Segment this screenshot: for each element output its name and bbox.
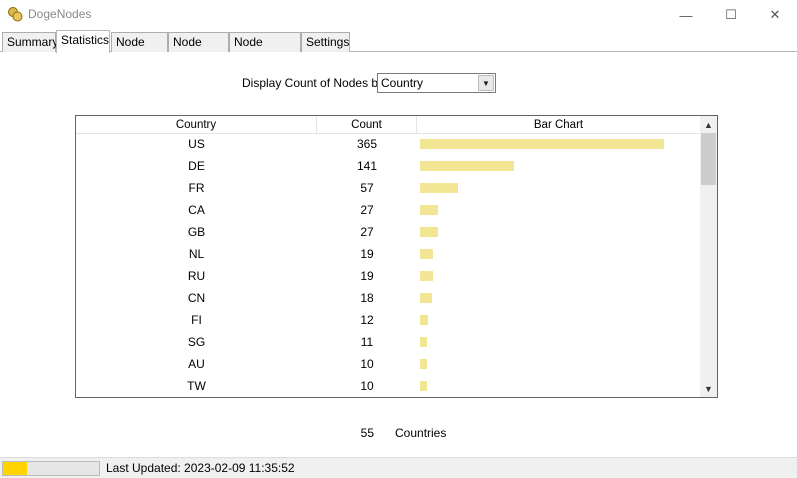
tab-statistics[interactable]: Statistics (56, 30, 110, 53)
country-cell: AU (188, 357, 205, 371)
table-row[interactable]: FR 57 (76, 178, 701, 200)
statistics-panel: Display Count of Nodes by Country ▼ Coun… (0, 52, 797, 457)
count-bar (420, 227, 439, 237)
table-row[interactable]: GB 27 (76, 222, 701, 244)
count-bar (420, 315, 429, 325)
count-bar (420, 205, 439, 215)
table-row[interactable]: CN 18 (76, 288, 701, 310)
country-total-label: Countries (395, 426, 447, 440)
country-cell: CA (188, 203, 205, 217)
last-updated-text: Last Updated: 2023-02-09 11:35:52 (106, 461, 295, 475)
maximize-icon: ☐ (725, 7, 737, 22)
close-button[interactable]: ✕ (752, 0, 797, 30)
country-cell: FI (191, 313, 202, 327)
count-cell: 10 (360, 379, 374, 393)
count-cell: 141 (356, 159, 378, 173)
count-cell: 57 (360, 181, 374, 195)
doge-coin-icon (8, 7, 23, 22)
maximize-button[interactable]: ☐ (708, 0, 754, 30)
chevron-down-icon[interactable]: ▼ (478, 75, 494, 91)
column-header-bar-chart[interactable]: Bar Chart (417, 116, 701, 134)
vertical-scrollbar[interactable]: ▲ ▼ (700, 116, 717, 397)
country-cell: NL (188, 247, 205, 261)
country-cell: SG (187, 335, 206, 349)
count-bar (420, 337, 428, 347)
count-bar (420, 249, 433, 259)
tab-node-map[interactable]: Node Map (168, 32, 229, 67)
tab-node-status[interactable]: Node Status (229, 32, 301, 67)
close-icon: ✕ (769, 7, 781, 22)
column-header-country[interactable]: Country (76, 116, 317, 134)
tab-node-list[interactable]: Node List (111, 32, 168, 67)
count-bar (420, 161, 515, 171)
count-bar (420, 183, 459, 193)
table-row[interactable]: US 365 (76, 134, 701, 156)
country-cell: TW (187, 379, 206, 393)
scroll-up-icon[interactable]: ▲ (700, 116, 717, 133)
country-cell: DE (188, 159, 205, 173)
country-cell: RU (187, 269, 206, 283)
count-cell: 27 (360, 203, 374, 217)
minimize-icon: — (679, 7, 693, 23)
count-cell: 365 (356, 137, 378, 151)
country-total-count: 55 (360, 426, 374, 440)
update-progress-bar (2, 461, 100, 476)
country-cell: US (188, 137, 205, 151)
count-bar (420, 271, 433, 281)
table-row[interactable]: RU 19 (76, 266, 701, 288)
count-cell: 12 (360, 313, 374, 327)
status-bar: Last Updated: 2023-02-09 11:35:52 (0, 457, 797, 478)
scroll-thumb[interactable] (701, 133, 716, 185)
window-title: DogeNodes (28, 7, 92, 21)
country-cell: FR (188, 181, 205, 195)
group-by-dropdown[interactable]: Country ▼ (377, 73, 496, 93)
tab-bar: Summary Statistics Node List Node Map No… (0, 30, 797, 67)
count-bar (420, 381, 427, 391)
count-bar (420, 139, 664, 149)
table-row[interactable]: TW 10 (76, 376, 701, 397)
group-by-selected-value: Country (381, 76, 424, 90)
table-row[interactable]: SG 11 (76, 332, 701, 354)
count-cell: 19 (360, 247, 374, 261)
table-row[interactable]: CA 27 (76, 200, 701, 222)
column-header-count[interactable]: Count (317, 116, 417, 134)
minimize-button[interactable]: — (663, 0, 709, 30)
node-count-list[interactable]: Country Count Bar Chart US 365 DE 141 FR 57 CA… (75, 115, 718, 398)
list-body: US 365 DE 141 FR 57 CA 27 GB 27 NL 19 RU 19 CN 18 FI 12 SG… (76, 134, 701, 397)
count-cell: 10 (360, 357, 374, 371)
country-cell: GB (187, 225, 206, 239)
count-cell: 19 (360, 269, 374, 283)
count-cell: 11 (360, 335, 374, 349)
count-bar (420, 293, 433, 303)
table-row[interactable]: NL 19 (76, 244, 701, 266)
country-cell: CN (187, 291, 206, 305)
tab-settings[interactable]: Settings (301, 32, 350, 52)
count-cell: 18 (360, 291, 374, 305)
count-bar (420, 359, 427, 369)
title-bar: DogeNodes — ☐ ✕ (0, 0, 797, 30)
table-row[interactable]: AU 10 (76, 354, 701, 376)
tab-summary[interactable]: Summary (2, 32, 58, 52)
table-row[interactable]: FI 12 (76, 310, 701, 332)
scroll-down-icon[interactable]: ▼ (700, 380, 717, 397)
count-cell: 27 (360, 225, 374, 239)
table-row[interactable]: DE 141 (76, 156, 701, 178)
list-header: Country Count Bar Chart (76, 116, 701, 134)
update-progress-fill (3, 462, 27, 475)
display-count-label: Display Count of Nodes by (242, 76, 385, 90)
